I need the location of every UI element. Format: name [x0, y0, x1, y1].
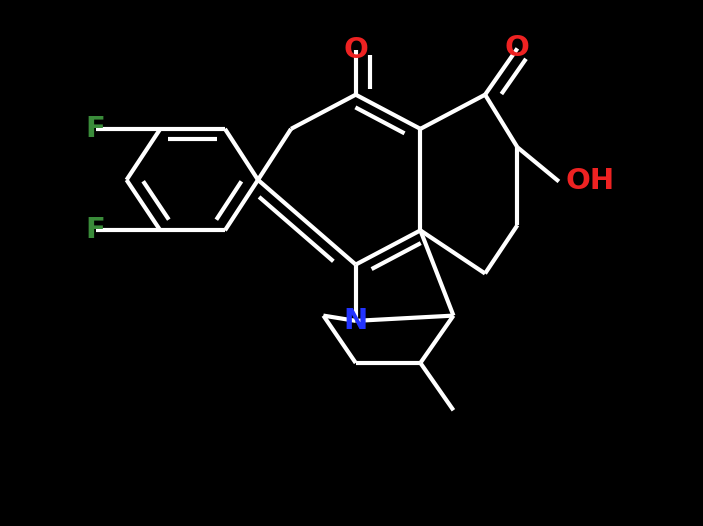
Text: OH: OH	[566, 167, 615, 196]
Text: F: F	[86, 115, 105, 143]
Text: N: N	[344, 307, 368, 335]
Text: O: O	[343, 36, 368, 64]
Text: O: O	[505, 34, 530, 63]
Text: F: F	[86, 216, 105, 245]
